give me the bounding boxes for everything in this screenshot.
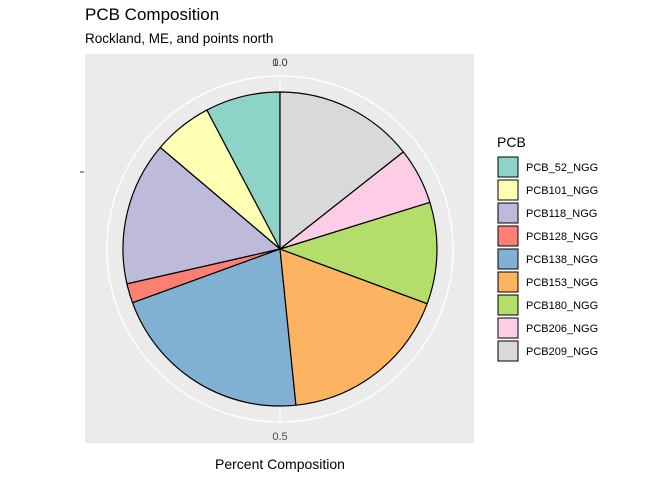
legend-label: PCB209_NGG [526,346,598,358]
legend-key [497,271,519,293]
theta-tick-label: 0.5 [272,431,287,443]
legend-label: PCB_52_NGG [526,162,598,174]
pie-slice-pcb138-ngg [131,248,297,407]
legend-key [497,179,519,201]
legend-label: PCB118_NGG [526,208,597,220]
pie-slice-pcb209-ngg [279,91,404,250]
chart-title: PCB Composition [85,5,219,24]
legend-key [497,225,519,247]
theta-tick-labels: 0.0 0.5 1.0 [272,57,287,443]
legend-label: PCB101_NGG [526,185,598,197]
legend-key [497,248,519,270]
legend-label: PCB138_NGG [526,254,598,266]
theta-tick-label: 1.0 [272,57,287,69]
pie-slice-pcb153-ngg [279,248,428,406]
pie-slices [122,91,438,407]
legend-title: PCB [497,134,526,150]
legend-label: PCB153_NGG [526,277,598,289]
legend-label: PCB180_NGG [526,300,598,312]
legend-label: PCB128_NGG [526,231,598,243]
legend-key [497,294,519,316]
pie-slice-pcb118-ngg [122,146,281,285]
legend: PCB_52_NGG PCB101_NGG PCB118_NGG PCB128_NGG… [497,156,598,362]
legend-key [497,340,519,362]
chart-subtitle: Rockland, ME, and points north [85,31,273,46]
x-axis-label: Percent Composition [215,456,345,472]
theta-tick-label: 0.0 [272,57,287,69]
legend-label: PCB206_NGG [526,323,598,335]
legend-key [497,156,519,178]
legend-key [497,317,519,339]
pie-slice-pcb180-ngg [279,201,438,305]
legend-key [497,202,519,224]
